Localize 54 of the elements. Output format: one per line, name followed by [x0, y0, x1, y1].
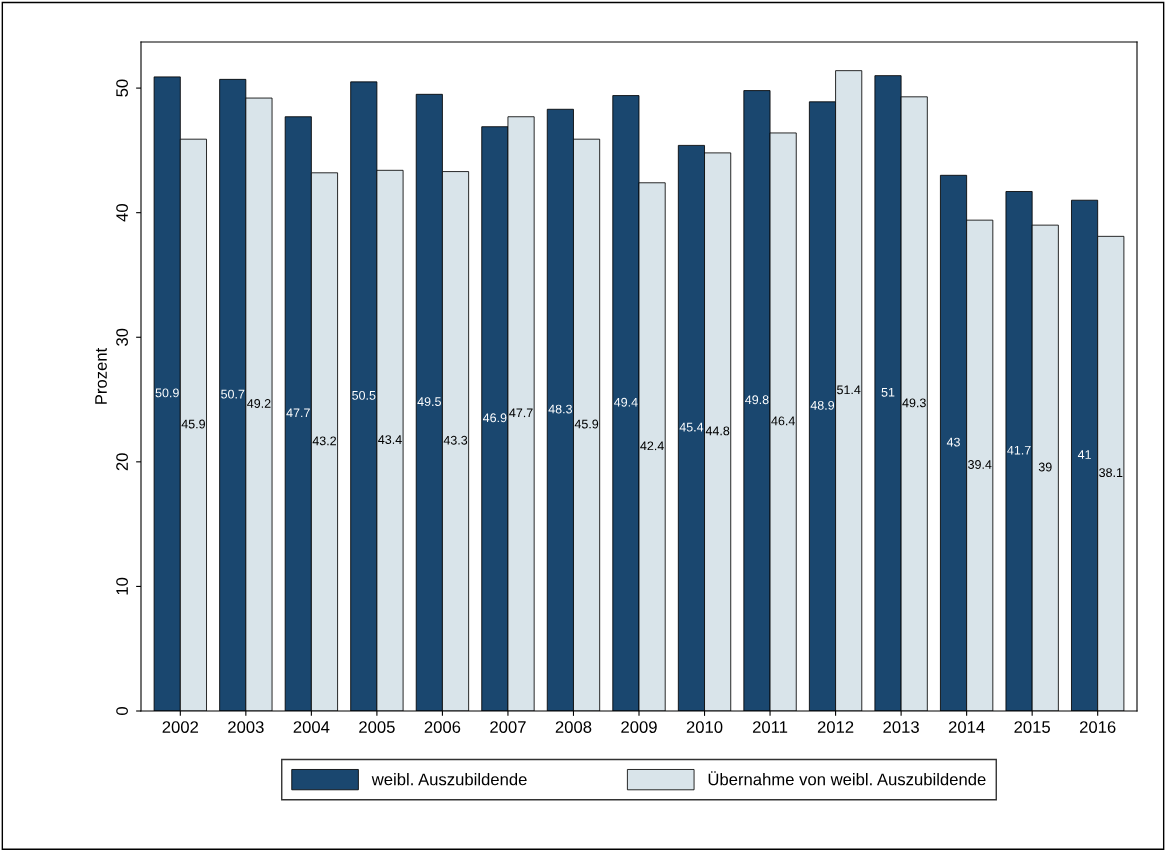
data-label: 39.4 — [968, 460, 992, 469]
x-tick-label: 2011 — [752, 721, 788, 733]
data-label: 49.2 — [247, 399, 271, 408]
data-label: 49.5 — [417, 397, 441, 407]
data-label: 49.3 — [902, 398, 926, 408]
y-axis-title: Prozent — [95, 347, 107, 404]
x-tick-label: 2008 — [555, 721, 592, 733]
data-label: 48.3 — [548, 404, 572, 414]
x-tick-label: 2016 — [1079, 721, 1116, 733]
data-label: 38.1 — [1099, 468, 1123, 478]
x-tick-label: 2015 — [1014, 721, 1050, 733]
data-label: 49.8 — [745, 395, 769, 405]
data-label: 45.9 — [574, 419, 599, 429]
y-tick-label: 30 — [116, 328, 128, 346]
data-label: 49.4 — [614, 397, 638, 407]
data-label: 51 — [881, 387, 895, 397]
data-label: 43 — [946, 437, 960, 447]
data-label: 50.5 — [352, 390, 376, 400]
data-label: 45.9 — [181, 419, 205, 429]
x-tick-label: 2010 — [686, 721, 723, 733]
data-label: 42.4 — [640, 441, 664, 451]
data-label: 46.4 — [771, 416, 795, 426]
data-label: 47.7 — [509, 408, 533, 418]
data-label: 39 — [1038, 462, 1052, 472]
y-tick-label: 0 — [116, 707, 128, 715]
data-label: 46.9 — [482, 413, 507, 423]
data-label: 44.8 — [705, 426, 730, 436]
data-label: 41.7 — [1007, 445, 1031, 455]
x-tick-label: 2014 — [948, 721, 985, 733]
x-tick-label: 2012 — [817, 721, 854, 733]
x-tick-label: 2009 — [621, 721, 657, 733]
x-tick-label: 2002 — [162, 721, 199, 733]
x-tick-label: 2003 — [228, 721, 264, 733]
data-label: 48.9 — [810, 400, 835, 410]
data-label: 47.7 — [286, 408, 310, 418]
x-tick-label: 2007 — [490, 721, 526, 733]
data-label: 43.2 — [312, 436, 337, 446]
data-label: 50.9 — [155, 388, 179, 398]
y-tick-label: 10 — [116, 577, 128, 595]
data-label: 43.3 — [443, 435, 468, 445]
data-label: 43.4 — [378, 435, 402, 445]
x-tick-label: 2006 — [424, 721, 461, 733]
x-tick-label: 2013 — [883, 721, 919, 733]
data-label: 45.4 — [679, 422, 704, 432]
legend-label: Übernahme von weibl. Auszubildende — [708, 771, 986, 786]
data-label: 51.4 — [837, 385, 861, 395]
y-tick-label: 20 — [116, 453, 128, 471]
data-label: 50.7 — [221, 389, 245, 399]
x-tick-label: 2005 — [359, 721, 395, 733]
y-tick-label: 50 — [116, 79, 128, 97]
y-tick-label: 40 — [116, 204, 128, 222]
legend-label: weibl. Auszubildende — [371, 773, 527, 786]
data-label: 41 — [1077, 450, 1091, 459]
x-tick-label: 2004 — [293, 721, 330, 733]
